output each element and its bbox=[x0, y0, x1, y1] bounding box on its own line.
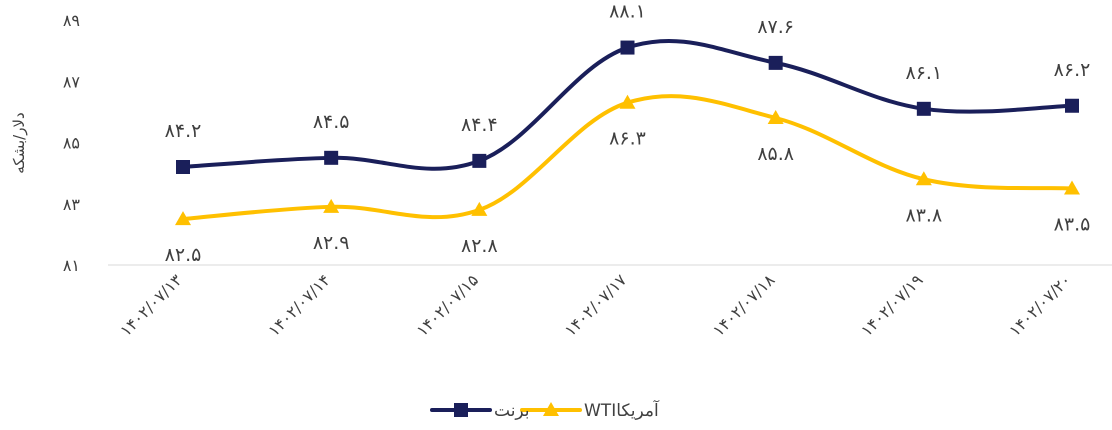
data-label: ۸۲.۵ bbox=[165, 244, 202, 266]
brent-data-point bbox=[916, 101, 931, 116]
brent-data-point bbox=[620, 40, 635, 55]
data-label: ۸۲.۸ bbox=[461, 235, 498, 257]
legend-marker bbox=[543, 402, 559, 416]
data-labels: ۸۲.۵ ۸۲.۹ ۸۲.۸ ۸۶.۳ ۸۵.۸ ۸۳.۸ ۸۳.۵ ۸۴.۲ ۸۴.۵ ۸۴.۴… bbox=[165, 1, 1091, 267]
wti-data-point bbox=[915, 171, 932, 186]
y-tick-label: ۸۹ bbox=[63, 11, 80, 30]
data-label: ۸۵.۸ bbox=[757, 143, 794, 165]
legend: WTIآمریکا برنت bbox=[430, 399, 660, 421]
x-tick-label: ۱۴۰۲/۰۷/۱۷ bbox=[561, 270, 631, 340]
data-label: ۸۶.۳ bbox=[609, 128, 646, 150]
wti-data-point bbox=[471, 201, 488, 216]
x-tick-label: ۱۴۰۲/۰۷/۱۴ bbox=[264, 270, 334, 340]
y-tick-label: ۸۳ bbox=[63, 195, 81, 214]
data-label: ۸۴.۴ bbox=[461, 114, 498, 136]
data-label: ۸۲.۹ bbox=[313, 232, 350, 254]
y-axis-title: دلار/بشکه bbox=[10, 112, 28, 173]
data-label: ۸۳.۵ bbox=[1054, 213, 1091, 235]
y-tick-labels: ۸۱ ۸۳ ۸۵ ۸۷ ۸۹ bbox=[63, 11, 81, 275]
data-label: ۸۷.۶ bbox=[757, 16, 794, 38]
series-lines bbox=[175, 39, 1080, 226]
x-tick-label: ۱۴۰۲/۰۷/۲۰ bbox=[1005, 270, 1075, 340]
brent-data-point bbox=[324, 150, 339, 165]
legend-label: WTIآمریکا bbox=[584, 399, 660, 421]
brent-data-point bbox=[1065, 98, 1079, 113]
wti-data-point bbox=[1064, 180, 1080, 195]
data-label: ۸۴.۵ bbox=[313, 111, 350, 133]
y-tick-label: ۸۵ bbox=[63, 134, 80, 153]
x-tick-label: ۱۴۰۲/۰۷/۱۸ bbox=[709, 270, 779, 340]
brent-data-point bbox=[768, 55, 783, 70]
brent-data-point bbox=[176, 160, 190, 174]
data-label: ۸۸.۱ bbox=[609, 1, 646, 23]
axes: دلار/بشکه bbox=[10, 112, 1112, 266]
x-tick-label: ۱۴۰۲/۰۷/۱۵ bbox=[412, 270, 482, 340]
data-label: ۸۴.۲ bbox=[165, 120, 202, 142]
y-tick-label: ۸۷ bbox=[63, 72, 81, 91]
wti-data-point bbox=[619, 94, 636, 109]
wti-data-point bbox=[767, 110, 784, 124]
legend-marker bbox=[454, 403, 468, 417]
x-tick-labels: ۱۴۰۲/۰۷/۱۳ ۱۴۰۲/۰۷/۱۴ ۱۴۰۲/۰۷/۱۵ ۱۴۰۲/۰۷/۱۷… bbox=[116, 270, 1075, 340]
data-label: ۸۶.۱ bbox=[906, 62, 943, 84]
y-tick-label: ۸۱ bbox=[63, 256, 80, 275]
data-label: ۸۳.۸ bbox=[906, 204, 943, 226]
x-tick-label: ۱۴۰۲/۰۷/۱۹ bbox=[857, 270, 927, 340]
legend-label: برنت bbox=[494, 401, 530, 421]
x-tick-label: ۱۴۰۲/۰۷/۱۳ bbox=[116, 270, 186, 340]
data-label: ۸۶.۲ bbox=[1054, 59, 1091, 81]
wti-data-point bbox=[323, 198, 340, 213]
brent-data-point bbox=[472, 153, 487, 168]
wti-data-point bbox=[175, 211, 191, 226]
